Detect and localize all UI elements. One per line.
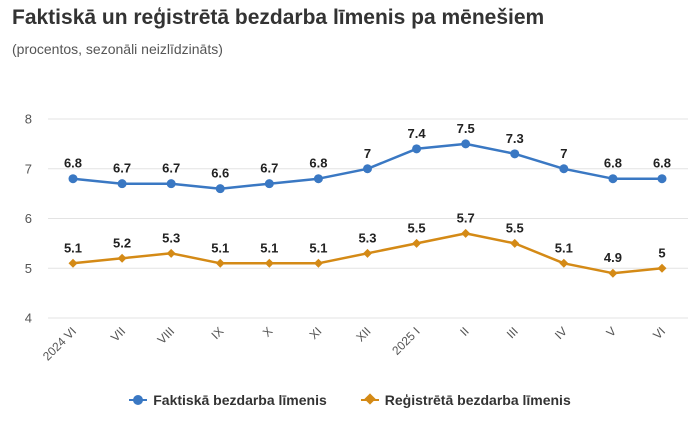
data-point[interactable] [363, 164, 372, 174]
label-layer: 6.8 6.7 6.7 6.6 6.7 6.8 7 7.4 7.5 7.3 7 6.8 6.8 5.1 5.… [64, 121, 671, 265]
x-tick-label: III [504, 324, 521, 341]
x-tick-label: VI [650, 324, 668, 342]
data-point[interactable] [412, 238, 422, 248]
data-label: 7 [364, 146, 371, 161]
data-point[interactable] [313, 258, 323, 268]
data-point[interactable] [166, 179, 176, 189]
x-tick-label: IX [208, 324, 226, 342]
data-point[interactable] [264, 258, 274, 268]
data-point[interactable] [510, 238, 520, 248]
x-tick-label: X [260, 324, 276, 340]
data-label: 6.8 [309, 156, 327, 171]
data-point[interactable] [363, 248, 372, 258]
data-point[interactable] [264, 179, 274, 189]
legend: Faktiskā bezdarba līmenis Reģistrētā bez… [0, 392, 700, 408]
data-point[interactable] [461, 139, 471, 149]
legend-item-faktiska[interactable]: Faktiskā bezdarba līmenis [129, 392, 327, 408]
legend-item-registreta[interactable]: Reģistrētā bezdarba līmenis [360, 392, 571, 408]
data-label: 5.1 [260, 240, 278, 255]
chart-subtitle: (procentos, sezonāli neizlīdzināts) [12, 41, 223, 57]
legend-label-faktiska: Faktiskā bezdarba līmenis [153, 392, 327, 408]
x-tick-label: VIII [155, 324, 178, 347]
data-label: 6.8 [64, 156, 82, 171]
data-label: 5.5 [408, 220, 426, 235]
data-label: 5.2 [113, 235, 131, 250]
y-tick-label: 5 [25, 261, 32, 276]
data-label: 6.7 [113, 161, 131, 176]
data-label: 5.3 [162, 230, 180, 245]
x-tick-label: V [603, 324, 619, 340]
data-point[interactable] [166, 248, 176, 258]
x-tick-label: XII [353, 324, 373, 344]
x-tick-label: IV [552, 324, 570, 342]
data-point[interactable] [117, 253, 127, 263]
data-label: 6.6 [211, 166, 229, 181]
x-tick-label: 2025 I [389, 324, 422, 357]
data-point[interactable] [510, 149, 520, 159]
data-point[interactable] [559, 258, 569, 268]
data-point[interactable] [215, 258, 225, 268]
data-label: 5.7 [457, 210, 475, 225]
data-point[interactable] [657, 263, 667, 273]
x-tick-label: XI [307, 324, 325, 342]
data-point[interactable] [313, 174, 323, 184]
data-point[interactable] [117, 179, 127, 189]
data-label: 7.4 [408, 126, 427, 141]
series-layer [68, 139, 667, 278]
x-tick-label: VII [108, 324, 128, 344]
data-point[interactable] [608, 174, 618, 184]
data-label: 4.9 [604, 250, 622, 265]
data-label: 5.5 [506, 220, 524, 235]
data-label: 5 [658, 245, 665, 260]
data-point[interactable] [608, 268, 618, 278]
data-label: 7 [560, 146, 567, 161]
data-label: 5.1 [64, 240, 82, 255]
legend-circle-icon [129, 394, 148, 406]
y-tick-label: 4 [25, 311, 32, 326]
data-point[interactable] [68, 258, 78, 268]
y-tick-label: 6 [25, 211, 32, 226]
legend-label-registreta: Reģistrētā bezdarba līmenis [384, 392, 571, 408]
data-label: 5.1 [309, 240, 327, 255]
data-point[interactable] [412, 144, 422, 154]
data-label: 6.8 [604, 156, 622, 171]
x-tick-label: II [457, 324, 472, 339]
data-point[interactable] [461, 228, 471, 238]
data-label: 5.1 [555, 240, 573, 255]
data-label: 6.7 [162, 161, 180, 176]
x-tick-label: 2024 VI [40, 324, 79, 363]
chart-title: Faktiskā un reģistrētā bezdarba līmenis … [12, 6, 545, 29]
y-tick-label: 7 [25, 161, 32, 176]
data-point[interactable] [68, 174, 78, 184]
legend-diamond-icon [360, 393, 379, 406]
data-label: 7.5 [457, 121, 475, 136]
data-point[interactable] [215, 184, 225, 194]
data-point[interactable] [657, 174, 667, 184]
data-label: 6.7 [260, 161, 278, 176]
data-label: 7.3 [506, 131, 524, 146]
data-label: 6.8 [653, 156, 671, 171]
y-tick-label: 8 [25, 112, 32, 127]
data-point[interactable] [559, 164, 569, 174]
data-label: 5.3 [358, 230, 376, 245]
data-label: 5.1 [211, 240, 229, 255]
grid-layer [48, 118, 688, 319]
